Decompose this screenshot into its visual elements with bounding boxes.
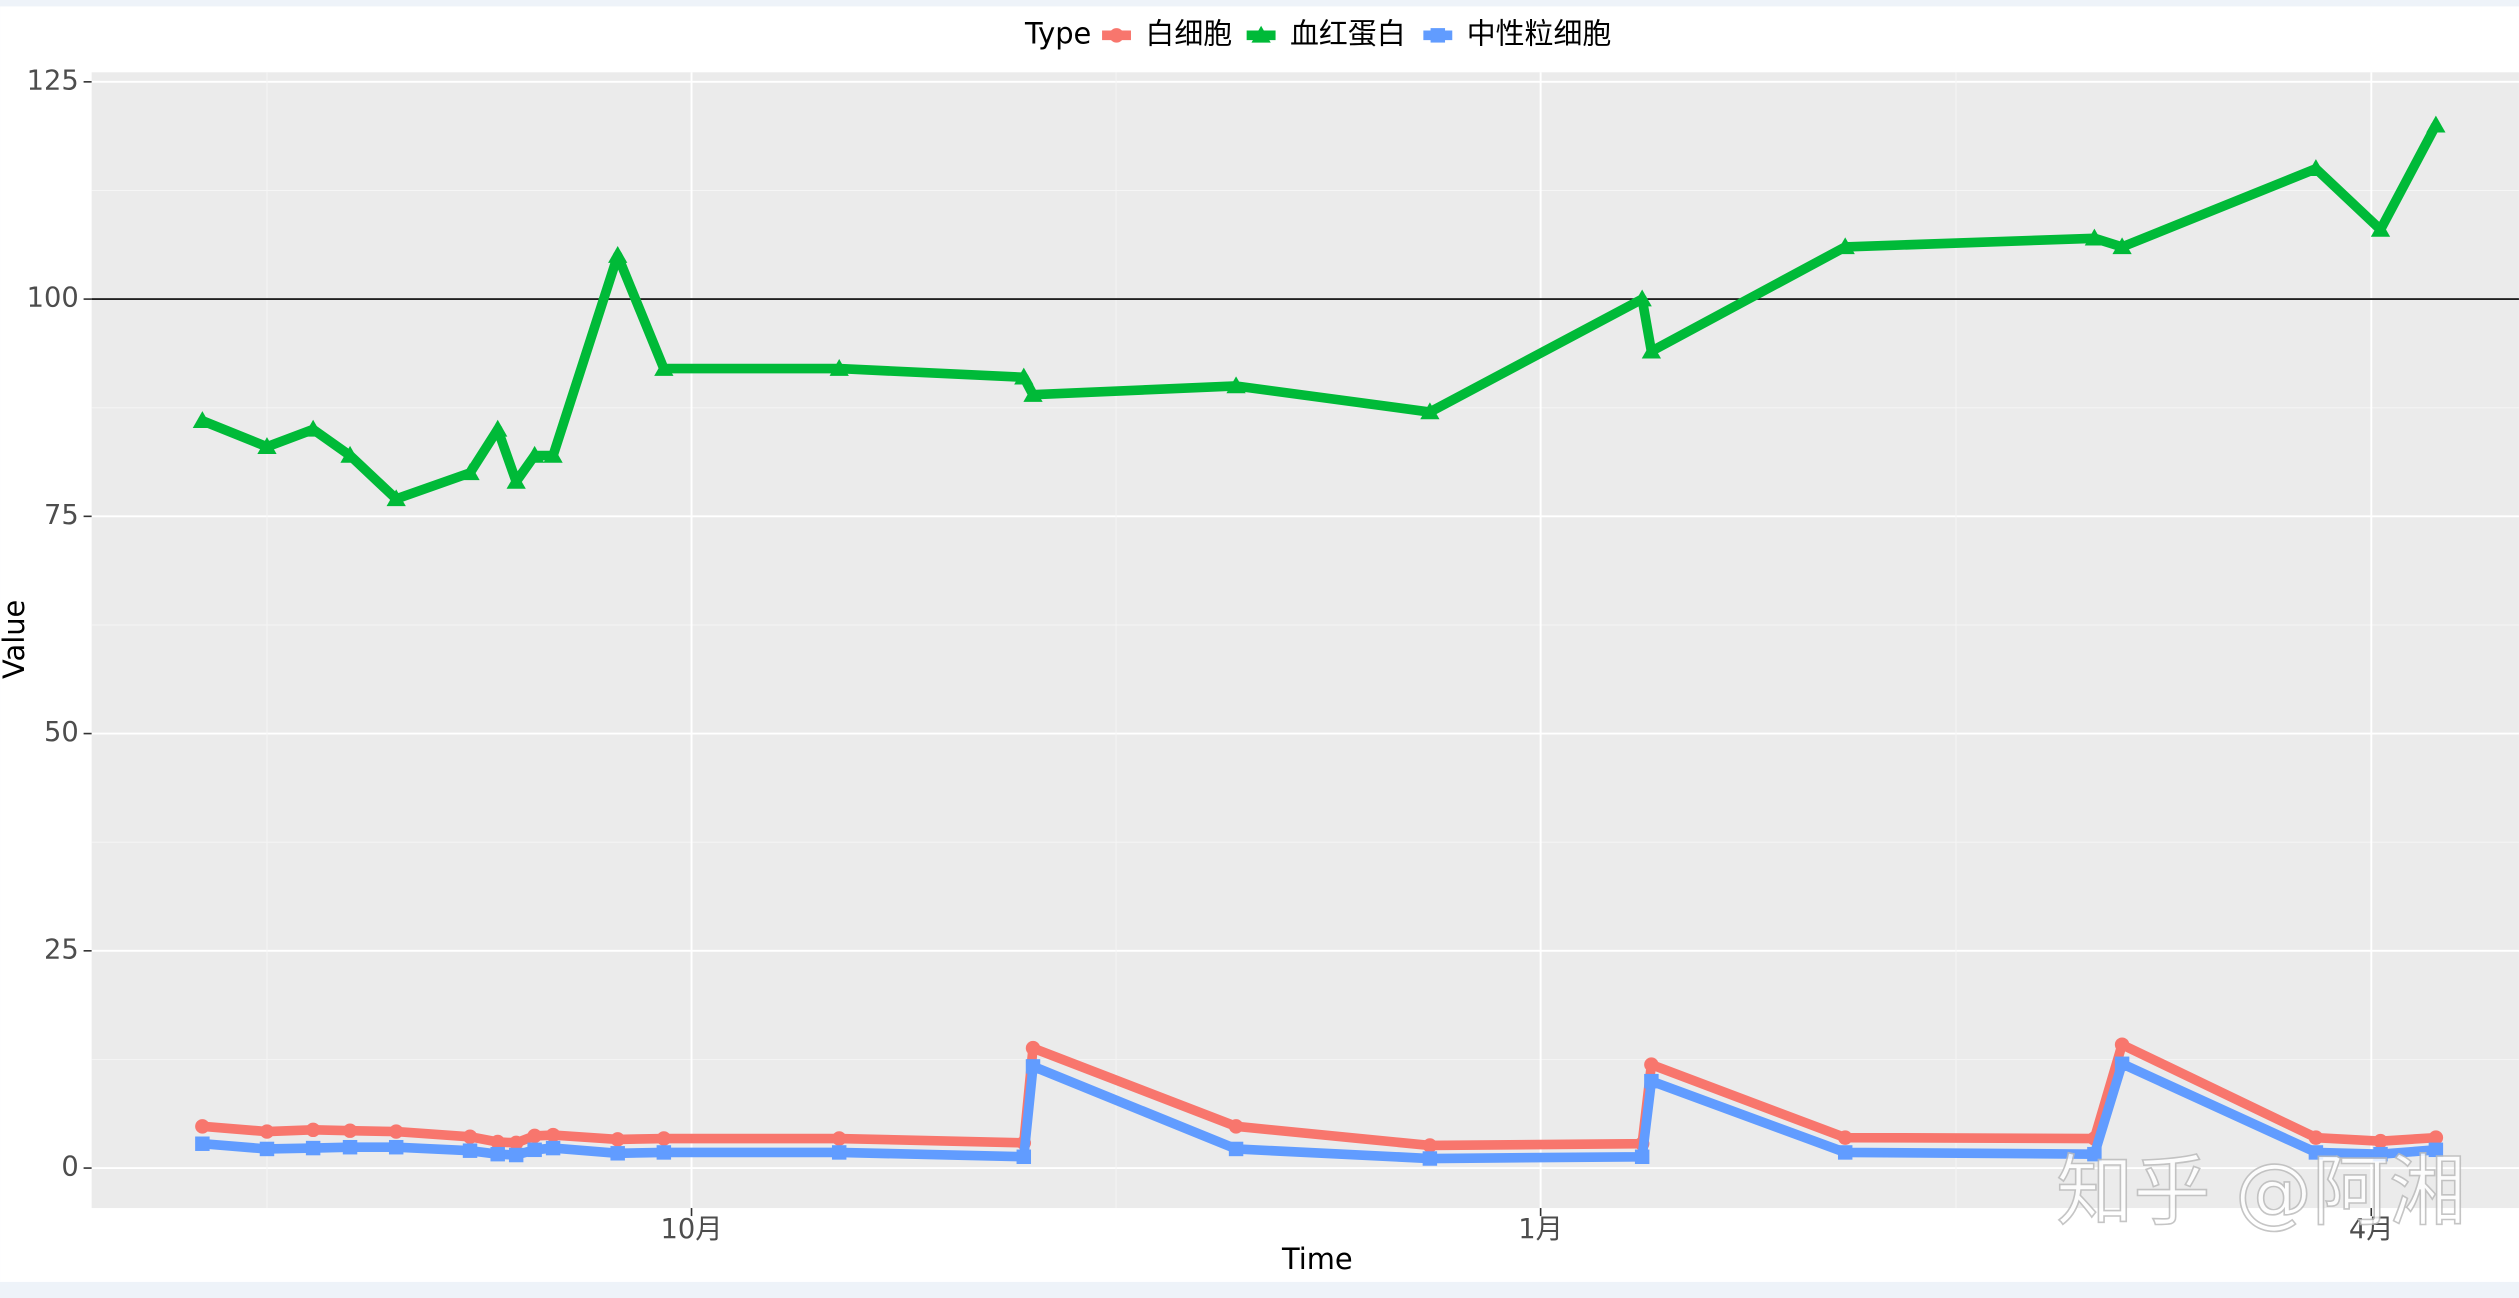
point bbox=[829, 358, 849, 376]
point bbox=[1025, 1059, 1041, 1074]
legend-label: 中性粒细胞 bbox=[1467, 16, 1612, 50]
point bbox=[2114, 1037, 2130, 1052]
legend: 白细胞 血红蛋白 中性粒细胞 bbox=[1102, 16, 1611, 50]
point bbox=[305, 1140, 321, 1156]
point bbox=[2370, 219, 2391, 237]
point bbox=[1109, 28, 1124, 43]
point bbox=[1430, 28, 1446, 43]
point bbox=[257, 437, 277, 455]
y-tick-label: 0 bbox=[61, 1152, 78, 1183]
point bbox=[488, 419, 508, 437]
point bbox=[506, 471, 526, 489]
point bbox=[340, 445, 360, 463]
point bbox=[305, 1122, 321, 1138]
point bbox=[388, 1139, 404, 1155]
point bbox=[2428, 1130, 2444, 1145]
point bbox=[1014, 367, 1034, 385]
point bbox=[656, 1131, 672, 1146]
point bbox=[527, 1128, 542, 1144]
plot-panel bbox=[91, 72, 2519, 1209]
point bbox=[2373, 1133, 2388, 1149]
point bbox=[1837, 1145, 1853, 1160]
point bbox=[2306, 159, 2326, 176]
point bbox=[1228, 1119, 1244, 1134]
point bbox=[508, 1135, 524, 1151]
point bbox=[610, 1132, 625, 1147]
point bbox=[2084, 228, 2105, 246]
point bbox=[386, 489, 406, 507]
point bbox=[608, 246, 628, 263]
point bbox=[259, 1141, 275, 1157]
point bbox=[524, 445, 545, 463]
point bbox=[342, 1139, 358, 1155]
y-tick-label: 125 bbox=[27, 65, 79, 96]
point bbox=[490, 1134, 505, 1150]
y-tick-label: 50 bbox=[44, 717, 79, 748]
point bbox=[831, 1145, 847, 1160]
point bbox=[2114, 1056, 2130, 1072]
point bbox=[462, 1129, 478, 1145]
legend-label: 白细胞 bbox=[1145, 16, 1232, 50]
point bbox=[460, 463, 480, 481]
point bbox=[545, 1140, 561, 1156]
x-tick-label: 10月 bbox=[661, 1214, 723, 1245]
point bbox=[1228, 1141, 1244, 1157]
point bbox=[2428, 1142, 2444, 1158]
point bbox=[2308, 1145, 2324, 1160]
point bbox=[2308, 1130, 2324, 1145]
point bbox=[342, 1123, 358, 1138]
point bbox=[545, 1127, 561, 1143]
point bbox=[831, 1131, 847, 1146]
point bbox=[1016, 1149, 1032, 1164]
point bbox=[1422, 1138, 1438, 1153]
point bbox=[654, 358, 674, 376]
point bbox=[1420, 402, 1440, 420]
point bbox=[656, 1145, 672, 1160]
point bbox=[543, 445, 563, 463]
y-axis-title: Value bbox=[0, 600, 31, 679]
point bbox=[2112, 237, 2132, 255]
marks bbox=[91, 115, 2519, 1166]
point bbox=[610, 1146, 625, 1161]
point bbox=[1644, 1057, 1659, 1072]
y-tick-label: 100 bbox=[27, 283, 79, 314]
point bbox=[2087, 1146, 2102, 1162]
point bbox=[303, 419, 323, 437]
point bbox=[1632, 289, 1652, 307]
point bbox=[527, 1142, 542, 1158]
point bbox=[195, 1119, 210, 1134]
point bbox=[259, 1124, 275, 1139]
x-axis-title: Time bbox=[1281, 1242, 1353, 1276]
legend-label: 血红蛋白 bbox=[1290, 16, 1406, 50]
y-tick-label: 75 bbox=[44, 500, 79, 531]
watermark: 知乎 @阿湘 bbox=[2056, 1147, 2466, 1237]
point bbox=[1634, 1149, 1650, 1164]
point bbox=[2373, 1146, 2388, 1162]
x-tick-label: 4月 bbox=[2349, 1214, 2394, 1245]
point bbox=[388, 1124, 404, 1139]
point bbox=[1422, 1151, 1438, 1166]
point bbox=[1023, 385, 1043, 402]
point bbox=[2426, 115, 2446, 133]
point bbox=[462, 1143, 478, 1158]
point bbox=[1025, 1040, 1041, 1056]
y-tick-label: 25 bbox=[44, 934, 79, 965]
legend-title: Type bbox=[1024, 16, 1091, 50]
point bbox=[1226, 376, 1246, 394]
point bbox=[192, 411, 213, 428]
x-tick-label: 1月 bbox=[1518, 1214, 1563, 1245]
point bbox=[1837, 1130, 1853, 1145]
point bbox=[1835, 237, 1855, 255]
point bbox=[1641, 341, 1662, 359]
point bbox=[1644, 1073, 1659, 1089]
point bbox=[195, 1136, 210, 1151]
point bbox=[1251, 25, 1271, 43]
point bbox=[490, 1146, 505, 1162]
point bbox=[508, 1147, 524, 1163]
